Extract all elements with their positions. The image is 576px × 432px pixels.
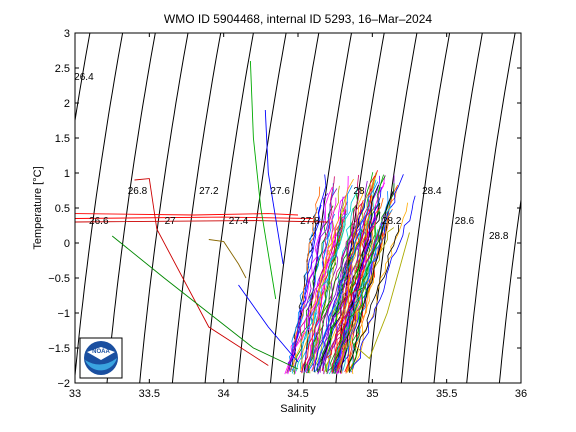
density-label: 27.6	[270, 186, 290, 197]
profile-line	[301, 217, 343, 374]
profile-line	[264, 109, 284, 265]
x-tick-label: 33	[69, 388, 81, 400]
density-contour	[237, 33, 287, 383]
y-tick-label: 0	[64, 238, 70, 250]
profile-line	[288, 207, 319, 372]
density-contour	[75, 33, 91, 124]
density-contour	[204, 33, 254, 383]
density-contour	[75, 33, 124, 381]
y-tick-label: −1.5	[48, 343, 70, 355]
x-tick-label: 34.5	[287, 388, 308, 400]
density-contour	[335, 33, 385, 383]
profile-line	[134, 178, 269, 366]
profile-line	[321, 227, 381, 372]
profile-line	[333, 187, 382, 372]
density-label: 27.2	[199, 186, 219, 197]
profile-line	[352, 202, 408, 371]
profile-line	[111, 235, 299, 370]
density-label: 26.4	[74, 72, 94, 83]
y-axis-ticks: −2 −1.5 −1 −0.5 0 0.5 1 1.5 2 2.5 3	[48, 28, 521, 390]
profile-line	[304, 185, 353, 373]
y-tick-label: 1.5	[55, 133, 70, 145]
profile-line	[295, 186, 358, 372]
noaa-logo-text: NOAA	[92, 349, 110, 355]
density-contour	[106, 33, 156, 383]
profile-line	[347, 200, 380, 372]
y-tick-label: 2.5	[55, 63, 70, 75]
profile-line	[332, 225, 381, 374]
profile-line	[208, 239, 247, 279]
density-contour	[270, 33, 320, 383]
profile-line	[336, 197, 384, 373]
density-contour	[171, 33, 222, 383]
x-axis-label: Salinity	[280, 403, 316, 415]
y-tick-label: −0.5	[48, 273, 70, 285]
profile-line	[331, 174, 360, 374]
profile-line	[292, 186, 321, 373]
y-tick-label: 0.5	[55, 203, 70, 215]
density-contour	[466, 33, 516, 383]
density-label: 26.6	[89, 216, 109, 227]
profile-line	[349, 224, 400, 373]
profile-line	[307, 180, 368, 372]
x-tick-label: 33.5	[139, 388, 160, 400]
density-label: 28.4	[422, 186, 442, 197]
profile-line	[75, 216, 313, 219]
density-label: 27.8	[300, 216, 320, 227]
density-label: 28.6	[455, 216, 475, 227]
chart-title: WMO ID 5904468, internal ID 5293, 16–Mar…	[164, 12, 432, 26]
density-contour	[400, 33, 451, 383]
noaa-logo: NOAA	[79, 337, 123, 379]
profile-line	[318, 175, 381, 374]
profile-line	[315, 181, 379, 372]
density-label: 27.4	[229, 216, 249, 227]
profile-line	[288, 188, 338, 371]
profile-line	[317, 228, 363, 372]
y-tick-label: 2	[64, 98, 70, 110]
density-contour	[139, 33, 189, 383]
density-label: 28.8	[489, 231, 509, 242]
x-axis-ticks: 33 33.5 34 34.5 35 35.5 36	[69, 33, 527, 400]
profile-line	[333, 208, 393, 372]
profile-line	[324, 192, 359, 373]
density-label: 28	[353, 186, 365, 197]
profile-line	[351, 195, 416, 373]
y-tick-label: 1	[64, 168, 70, 180]
profile-line	[313, 199, 366, 373]
density-labels: 26.4 26.8 27.2 27.6 28 28.4 26.6 27 27.4 27.8 28.2…	[74, 72, 509, 242]
density-label: 27	[165, 216, 177, 227]
y-tick-label: −2	[57, 378, 70, 390]
x-tick-label: 35.5	[436, 388, 457, 400]
profile-line	[307, 213, 342, 374]
profile-line	[238, 284, 299, 363]
profile-lines	[75, 60, 416, 375]
density-contour	[433, 33, 483, 383]
profile-line	[289, 174, 327, 371]
profile-line	[306, 176, 335, 371]
profile-line	[249, 60, 277, 300]
profile-line	[286, 210, 347, 374]
x-tick-label: 36	[515, 388, 527, 400]
profile-line	[75, 213, 299, 216]
x-tick-label: 35	[366, 388, 378, 400]
profile-line	[289, 178, 354, 372]
profile-line	[357, 232, 410, 360]
y-tick-label: −1	[57, 308, 70, 320]
profile-line	[287, 200, 348, 375]
profile-line	[323, 217, 389, 375]
y-tick-label: 3	[64, 28, 70, 40]
y-axis-label: Temperature [°C]	[32, 166, 44, 249]
profile-line	[300, 230, 336, 372]
profile-line	[75, 220, 328, 223]
x-tick-label: 34	[218, 388, 230, 400]
profile-line	[336, 219, 373, 372]
density-label: 28.2	[382, 216, 402, 227]
profile-line	[299, 208, 347, 372]
density-label: 26.8	[128, 186, 148, 197]
